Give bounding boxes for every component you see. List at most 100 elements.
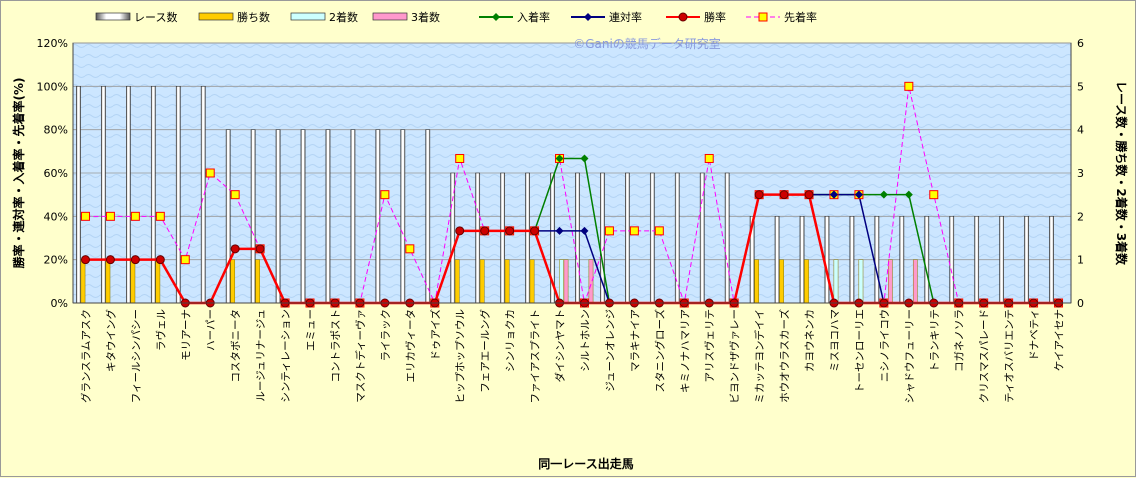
left-tick-label: 20% xyxy=(44,254,68,267)
legend-swatch xyxy=(290,12,326,21)
bar-races xyxy=(949,216,955,304)
legend-swatch xyxy=(95,12,131,21)
right-axis-title: レース数・勝ち数・2着数・3着数 xyxy=(1114,81,1129,266)
left-tick-label: 0% xyxy=(51,297,68,310)
x-tick-label: フィールシンパシー xyxy=(130,309,142,403)
bar-races xyxy=(849,216,855,304)
bar-races xyxy=(275,129,281,304)
bar-races xyxy=(225,129,231,304)
x-tick-label: スタニングローズ xyxy=(653,309,666,392)
x-tick-label: ミスヨコハマ xyxy=(829,309,841,372)
marker-入着率 xyxy=(580,154,589,163)
bar-races xyxy=(350,129,356,304)
bar-races xyxy=(425,129,431,304)
marker-win-rate xyxy=(80,255,90,265)
legend-label: 勝率 xyxy=(704,10,726,24)
bar-series xyxy=(76,86,1054,304)
marker-連対率 xyxy=(854,190,863,199)
marker-win-rate xyxy=(754,190,764,200)
marker-win-rate xyxy=(155,255,165,265)
bar-races xyxy=(101,86,106,304)
right-tick-label: 1 xyxy=(1077,254,1084,267)
marker-first-finish-rate xyxy=(455,153,465,163)
x-tick-label: ジューンオレンジ xyxy=(604,309,616,392)
marker-連対率 xyxy=(580,226,589,235)
bar-races xyxy=(674,172,680,304)
bar-wins xyxy=(504,259,510,304)
bar-seconds xyxy=(833,259,839,304)
marker-win-rate xyxy=(480,226,490,236)
x-tick-label: ティオスバリエンテ xyxy=(1004,309,1016,403)
legend-label: 勝ち数 xyxy=(237,10,270,24)
x-tick-label: クリスマスパレード xyxy=(979,309,991,403)
bar-races xyxy=(325,129,331,304)
marker-first-finish-rate xyxy=(205,168,215,178)
bar-races xyxy=(799,216,805,304)
bar-wins xyxy=(454,259,460,304)
left-tick-label: 120% xyxy=(37,37,68,50)
right-tick-label: 6 xyxy=(1077,37,1084,50)
bar-races xyxy=(175,86,181,304)
x-tick-label: キミノナハマリア xyxy=(679,309,691,393)
marker-first-finish-rate xyxy=(629,226,639,236)
legend-label: 2着数 xyxy=(329,10,358,24)
right-tick-label: 3 xyxy=(1077,167,1084,180)
x-tick-label: ラヴェル xyxy=(154,309,167,351)
bar-seconds xyxy=(858,259,864,304)
x-tick-label: グランスラムアスク xyxy=(79,309,92,403)
marker-win-rate xyxy=(505,226,515,236)
legend-label: 3着数 xyxy=(411,10,440,24)
marker-first-finish-rate xyxy=(105,211,115,221)
x-tick-label: ルージュリナージュ xyxy=(255,309,267,402)
bar-races xyxy=(475,172,481,304)
bar-wins xyxy=(479,259,485,304)
x-tick-label: コスタボニータ xyxy=(230,309,242,383)
x-tick-label: マラキナイア xyxy=(629,309,641,372)
bar-seconds xyxy=(559,259,564,304)
x-tick-label: コントラポスト xyxy=(330,309,342,383)
right-tick-label: 5 xyxy=(1077,80,1084,93)
x-tick-label: シンティレーション xyxy=(280,309,292,403)
right-tick-label: 0 xyxy=(1077,297,1084,310)
marker-入着率 xyxy=(555,154,564,163)
marker-first-finish-rate xyxy=(180,255,190,265)
bar-wins xyxy=(130,259,136,304)
x-tick-label: ファイアスプライト xyxy=(530,309,542,404)
legend-marker xyxy=(678,12,688,22)
bar-races xyxy=(300,129,306,304)
bar-races xyxy=(724,172,730,304)
watermark: ©Ganiの競馬データ研究室 xyxy=(573,36,721,51)
bar-races xyxy=(824,216,830,304)
x-tick-label: エリカヴィータ xyxy=(404,309,417,383)
x-tick-label: ホウオウラスカーズ xyxy=(778,309,791,403)
bar-races xyxy=(525,172,530,304)
x-tick-label: ハーパー xyxy=(205,309,217,351)
left-axis-title: 勝率・連対率・入着率・先着率(%) xyxy=(11,78,26,269)
bar-races xyxy=(76,86,81,304)
x-tick-label: ビヨンドザヴァレー xyxy=(728,309,741,404)
marker-win-rate xyxy=(455,226,465,236)
marker-連対率 xyxy=(829,190,838,199)
marker-first-finish-rate xyxy=(130,211,140,221)
x-tick-label: ケイアイセナ xyxy=(1054,309,1066,371)
x-tick-label: キタウイング xyxy=(104,309,117,372)
bar-thirds xyxy=(888,259,893,304)
bar-races xyxy=(974,216,980,304)
legend-marker xyxy=(492,13,500,21)
x-tick-label: ドナベティ xyxy=(1029,309,1041,361)
bar-races xyxy=(625,172,630,304)
bar-wins xyxy=(105,259,111,304)
axes: 0% 20% 40% 60% 80% 100% 120% 0 1 2 3 4 5 6 グランスラムアスク キタ… xyxy=(37,37,1084,404)
marker-first-finish-rate xyxy=(230,190,240,200)
bar-races xyxy=(899,216,905,304)
legend-marker xyxy=(584,13,592,21)
legend-swatch xyxy=(198,12,234,21)
x-tick-label: フェアエールング xyxy=(479,309,492,393)
legend-label: 入着率 xyxy=(517,10,550,24)
bar-races xyxy=(649,172,655,304)
bar-races xyxy=(375,129,381,304)
legend-label: 先着率 xyxy=(784,10,817,24)
marker-first-finish-rate xyxy=(80,211,90,221)
legend: レース数 勝ち数 2着数 3着数 入着率 連対率 勝率 先着率 xyxy=(95,10,817,24)
